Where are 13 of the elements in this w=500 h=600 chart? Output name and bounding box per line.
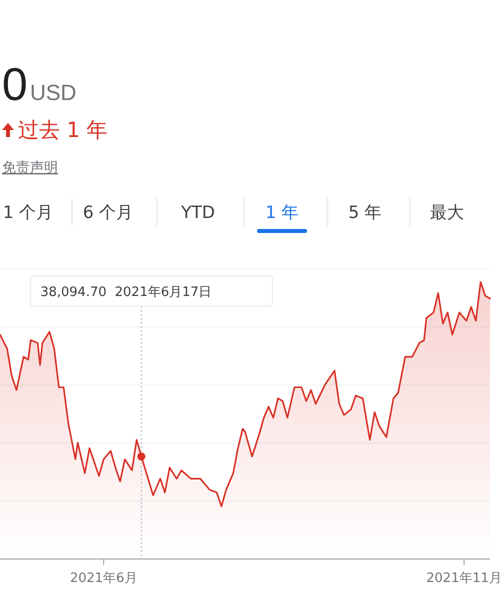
text: USD: [30, 80, 76, 105]
text: 1 个月: [2, 203, 54, 223]
text: YTD: [180, 203, 215, 223]
text: 过去 1 年: [18, 118, 108, 142]
chart-title: 0: [2, 58, 28, 110]
text: 免责声明: [2, 160, 58, 176]
x-tick-label: 2021年6月: [70, 571, 138, 586]
text: 最大: [430, 203, 464, 223]
ref-line-label: 38,094.70 2021年6月17日: [40, 285, 212, 300]
x-tick-label: 2021年11月: [426, 571, 500, 586]
text: 1 年: [265, 203, 299, 223]
text: 6 个月: [82, 203, 134, 223]
text: 5 年: [348, 203, 382, 223]
